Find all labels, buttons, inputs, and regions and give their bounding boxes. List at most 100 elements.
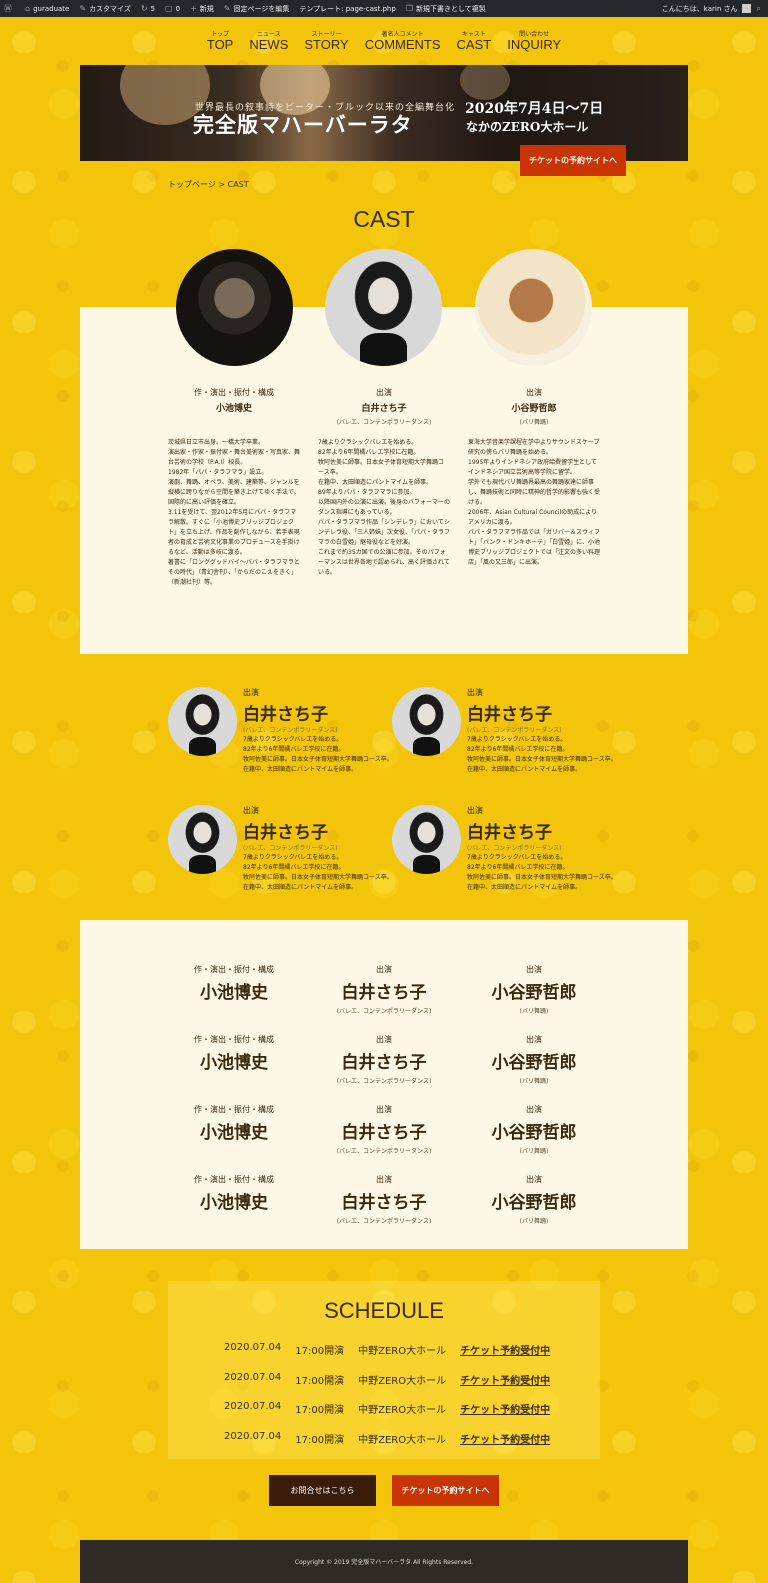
cast-card: 出演 白井さち子 (バレエ、コンテンポラリーダンス) 7歳よりクラシックバレエを始める… [392, 687, 617, 797]
wordpress-logo-icon[interactable]: Ⓦ [4, 4, 12, 13]
schedule-title: SCHEDULE [324, 1298, 444, 1323]
nav-item-label: COMMENTS [364, 37, 441, 52]
edit-page-link[interactable]: ✎ 固定ページを編集 [223, 4, 290, 13]
cast-card: 出演 白井さち子 (バレエ、コンテンポラリーダンス) 7歳よりクラシックバレエを始める… [168, 805, 393, 915]
schedule-row: 2020.07.04 17:00開演 中野ZERO大ホール チケット予約受付中 [224, 1431, 564, 1446]
cast-name-cell: 出演白井さち子 (バレエ、コンテンポラリーダンス) [294, 1174, 474, 1225]
hero-venue: なかのZERO大ホール [466, 120, 589, 134]
cast-genre: (バレエ、コンテンポラリーダンス) [336, 1008, 432, 1015]
customize-link[interactable]: ✎ カスタマイズ [79, 4, 131, 13]
cast-name: 白井さち子 [341, 1193, 427, 1213]
cast-genre: (バリ舞踊) [519, 1218, 549, 1225]
ticket-reservation-link[interactable]: チケット予約受付中 [460, 1405, 551, 1416]
cast-name-cell: 出演 白井さち子 (バレエ、コンテンポラリーダンス) [294, 1104, 474, 1155]
nav-item-comments[interactable]: 著名人コメント COMMENTS [365, 29, 441, 52]
ticket-reservation-link[interactable]: チケット予約受付中 [460, 1346, 551, 1357]
cast-genre: (バレエ、コンテンポラリーダンス) [243, 727, 338, 734]
main-nav: トップ TOP ニュース NEWS ストーリー STORY 著名人コメント COMMENTS キ… [0, 29, 768, 52]
nav-item-cast[interactable]: キャスト CAST [457, 29, 492, 52]
cast-role: 出演 [243, 688, 259, 697]
ticket-reservation-link[interactable]: チケット予約受付中 [460, 1434, 551, 1446]
cast-main-info: 出演 白井さち子 (バレエ、コンテンポラリーダンス) [314, 387, 454, 426]
cast-role: 出演 [467, 688, 483, 697]
nav-item-sublabel: トップ [211, 31, 230, 38]
nav-item-sublabel: キャスト [461, 31, 486, 38]
cast-bio: 7歳よりクラシックバレエを始める。 82年より6年間橘バレエ学校に在籍。 牧阿佐… [243, 736, 393, 773]
cast-role: 出演 [526, 388, 542, 397]
cast-genre: (バリ舞踊) [519, 1008, 549, 1015]
cast-bio: 茨城県日立市出身。一橋大学卒業。 演出家・作家・振付家・舞台美術家・写真家、舞台… [168, 439, 301, 586]
new-content-link[interactable]: + 新規 [190, 4, 214, 13]
user-greeting[interactable]: こんにちは、karin さん [661, 4, 738, 13]
comments-link[interactable]: ▢ 0 [165, 4, 181, 13]
cast-name: 小池博史 [200, 1053, 268, 1073]
cast-card: 出演 白井さち子 (バレエ、コンテンポラリーダンス) 7歳よりクラシックバレエを始める… [392, 805, 617, 915]
cast-genre: (バレエ、コンテンポラリーダンス) [336, 1078, 432, 1085]
avatar[interactable] [741, 4, 751, 13]
cast-role: 出演 [526, 1105, 542, 1114]
schedule-date: 2020.07.04 [224, 1342, 282, 1353]
nav-item-top[interactable]: トップ TOP [207, 29, 234, 52]
cast-photo-kotani [475, 249, 592, 366]
ticket-reservation-link[interactable]: チケット予約受付中 [460, 1375, 551, 1387]
cast-name: 小谷野哲郎 [511, 404, 557, 414]
cast-name-cell: 作・演出・振付・構成 小池博史 [144, 1174, 324, 1224]
refresh-icon: ↻ [140, 4, 148, 13]
ticket-site-button-bottom[interactable]: チケットの予約サイトへ [392, 1475, 499, 1506]
nav-item-sublabel: 著名人コメント [381, 31, 424, 38]
hero-date: 2020年7月4日〜7日 [465, 101, 604, 117]
cast-role: 出演 [376, 1175, 392, 1184]
cast-role: 出演 [376, 965, 392, 974]
cast-name: 白井さち子 [341, 1123, 427, 1143]
cast-bio: 7歳よりクラシックバレエを始める。 82年より6年間橘バレエ学校に在籍。 牧阿佐… [318, 439, 451, 576]
ticket-site-button[interactable]: チケットの予約サイトへ [520, 145, 626, 176]
cast-name: 小池博史 [200, 1193, 268, 1213]
cast-name: 白井さち子 [243, 823, 328, 843]
search-icon[interactable]: ⌕ [756, 3, 761, 13]
schedule-section: SCHEDULE 2020.07.04 17:00開演 中野ZERO大ホール チケット… [168, 1281, 600, 1459]
nav-item-inquiry[interactable]: 問い合わせ INQUIRY [507, 29, 561, 52]
pencil-icon: ✎ [223, 4, 231, 13]
nav-item-news[interactable]: ニュース NEWS [249, 29, 288, 52]
cast-genre: (バレエ、コンテンポラリーダンス) [467, 845, 562, 852]
cast-genre: (バリ舞踊) [519, 1078, 549, 1085]
cast-name: 白井さち子 [341, 1053, 427, 1073]
cast-role: 出演 [376, 1035, 392, 1044]
cast-genre: (バレエ、コンテンポラリーダンス) [467, 727, 562, 734]
schedule-date: 2020.07.04 [224, 1371, 282, 1383]
template-info[interactable]: テンプレート: page-cast.php [299, 4, 396, 13]
schedule-time: 17:00開演 [295, 1405, 345, 1416]
cast-photo [392, 805, 461, 874]
updates-link[interactable]: ↻ 5 [140, 4, 156, 13]
nav-item-label: TOP [206, 37, 234, 52]
cast-role: 出演 [243, 806, 259, 815]
cast-genre: (バレエ、コンテンポラリーダンス) [336, 1218, 432, 1225]
cast-bio: 7歳よりクラシックバレエを始める。 82年より6年間橘バレエ学校に在籍。 牧阿佐… [467, 736, 617, 773]
cast-bio: 7歳よりクラシックバレエを始める。 82年より6年間橘バレエ学校に在籍。 牧阿佐… [243, 854, 393, 891]
nav-item-story[interactable]: ストーリー STORY [304, 29, 348, 52]
hero-title: 完全版マハーバーラタ [193, 112, 413, 137]
breadcrumb[interactable]: トップページ > CAST [168, 180, 249, 189]
copyright-text: Copyright © 2019 完全版マハーバーラタ All Rights R… [294, 1559, 474, 1566]
cast-name-cell: 作・演出・振付・構成 小池博史 [144, 1034, 324, 1084]
cast-genre: (バレエ、コンテンポラリーダンス) [336, 1148, 432, 1155]
cast-name: 小谷野哲郎 [491, 1193, 577, 1213]
site-name-link[interactable]: ⌂ guraduate [25, 4, 70, 13]
schedule-row: 2020.07.04 17:00開演 中野ZERO大ホール チケット予約受付中 [224, 1342, 564, 1357]
schedule-time: 17:00開演 [295, 1346, 345, 1357]
hero-banner: 世界最長の叙事詩をピーター・ブルック以来の全編舞台化 完全版マハーバーラタ 20… [80, 65, 688, 161]
cast-role: 作・演出・振付・構成 [194, 965, 274, 974]
schedule-venue: 中野ZERO大ホール [358, 1346, 447, 1357]
cast-genre: (バリ舞踊) [519, 419, 549, 426]
cast-photo [392, 687, 461, 756]
cast-bio: 7歳よりクラシックバレエを始める。 82年より6年間橘バレエ学校に在籍。 牧阿佐… [467, 854, 617, 891]
schedule-time: 17:00開演 [295, 1434, 345, 1446]
contact-button[interactable]: お問合せはこちら [269, 1475, 376, 1506]
dancer-figure [460, 65, 510, 100]
nav-item-label: STORY [304, 37, 349, 52]
duplicate-draft-link[interactable]: ❐ 新規下書きとして複製 [405, 4, 486, 13]
cast-bio: 東海大学音楽学課程在学中よりサウンドスケープ研究の傍らバリ舞踊を始める。 199… [468, 439, 601, 566]
cast-name: 小谷野哲郎 [491, 1123, 577, 1143]
cast-photo [168, 687, 237, 756]
cast-name: 小池博史 [200, 1123, 268, 1143]
